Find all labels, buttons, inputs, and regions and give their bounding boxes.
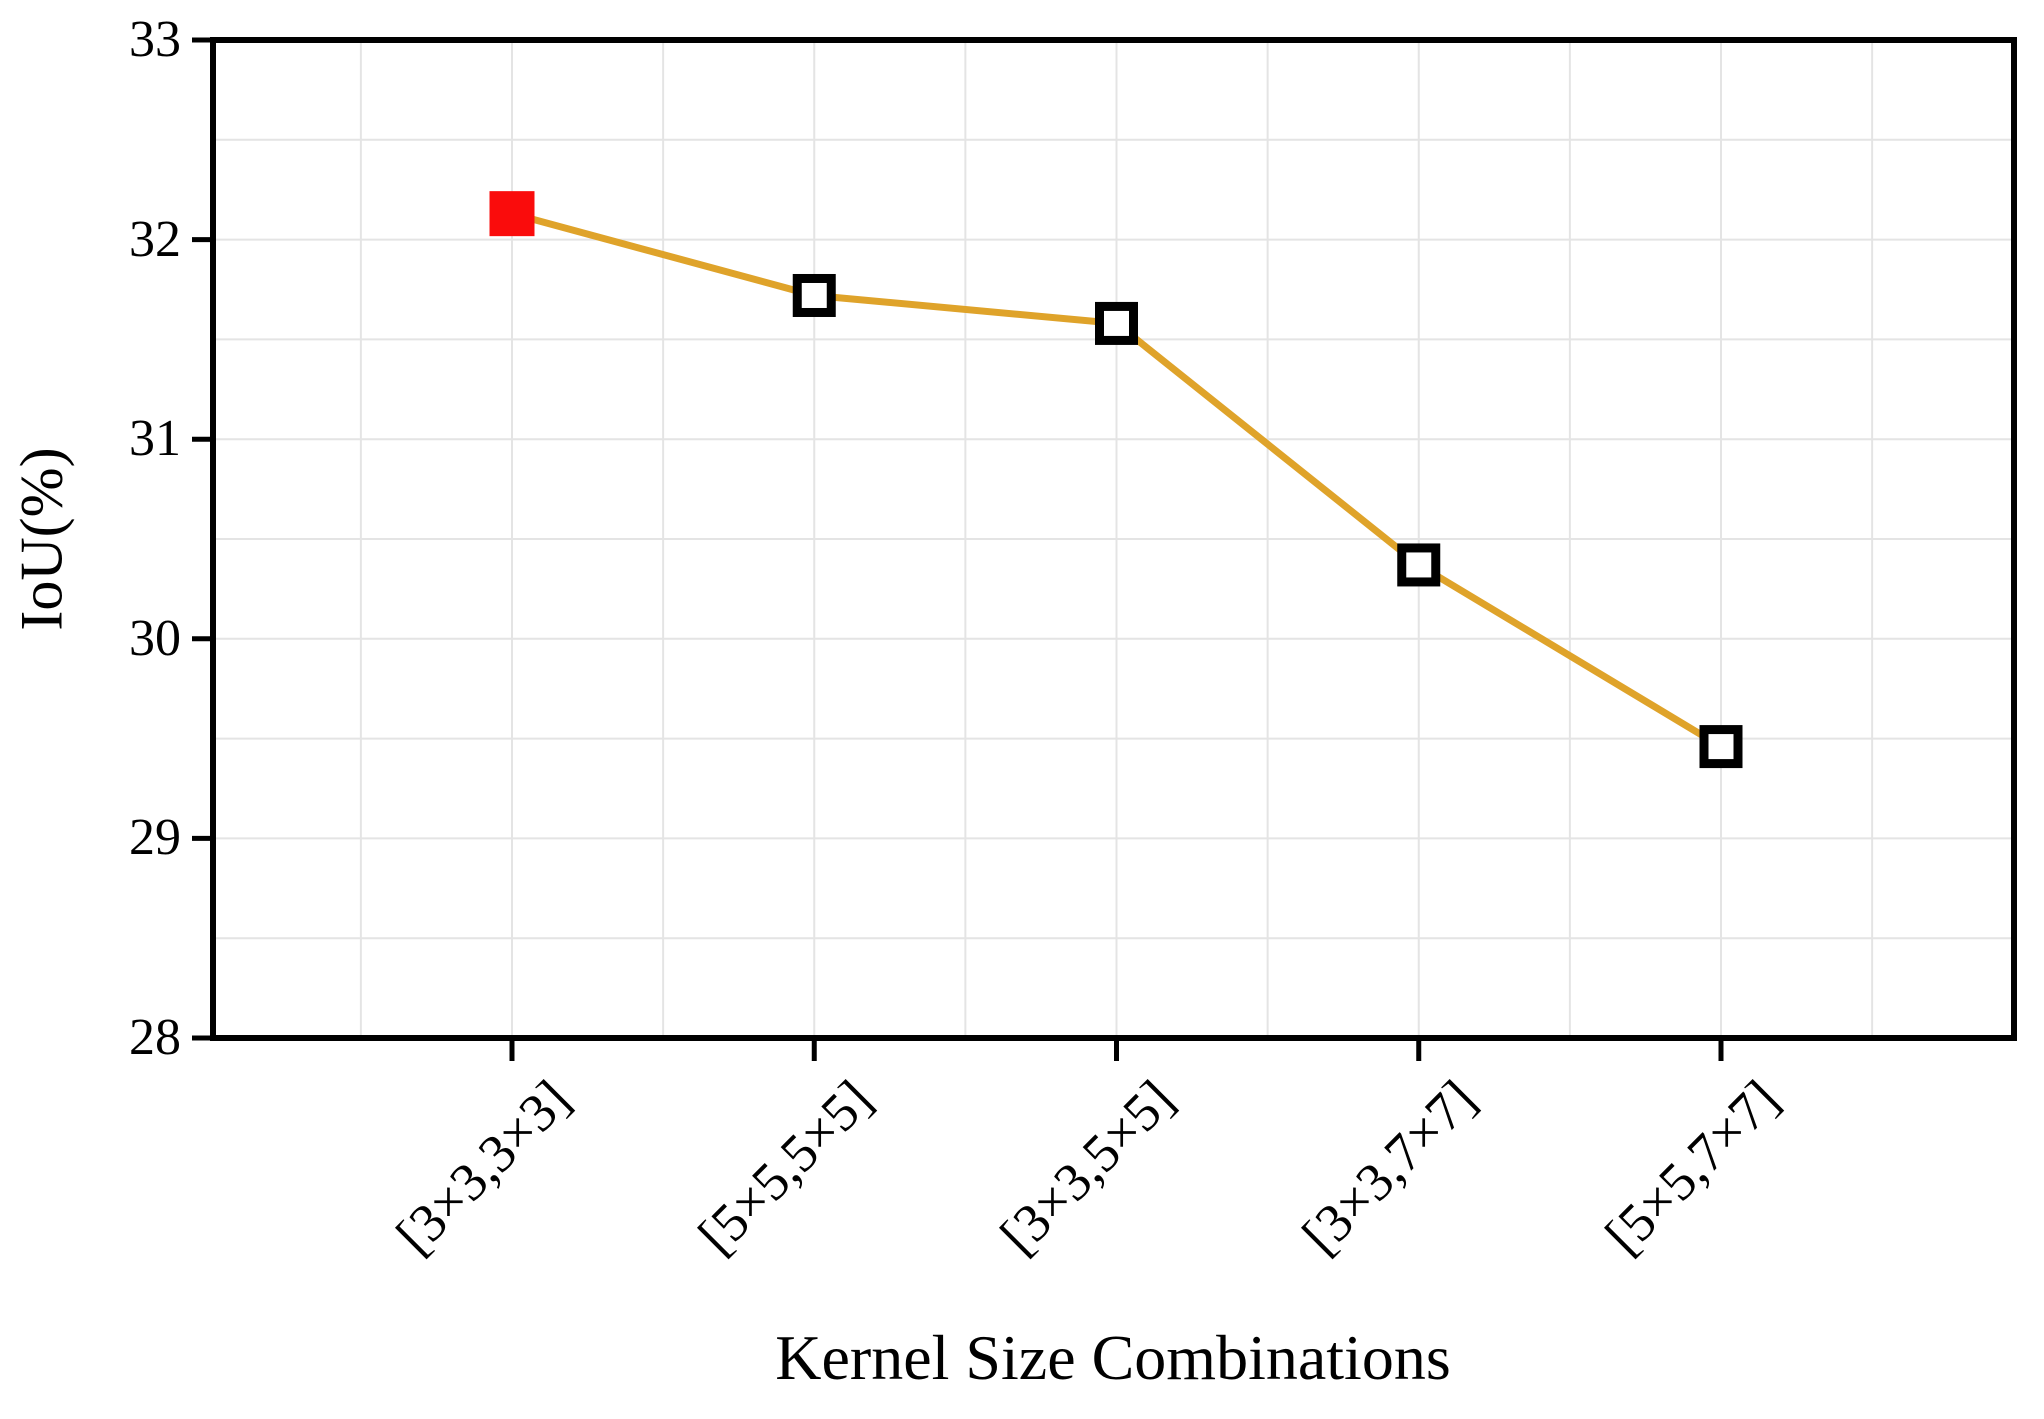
y-tick-label: 29 (129, 809, 181, 867)
data-marker (1397, 543, 1441, 587)
y-tick-label: 28 (129, 1009, 181, 1066)
data-marker-highlighted (489, 191, 535, 237)
data-marker (1095, 301, 1138, 345)
y-tick-label: 33 (129, 11, 181, 68)
y-tick-label: 30 (129, 609, 181, 667)
y-axis-title: IoU(%) (8, 447, 75, 631)
data-marker (1699, 725, 1743, 769)
y-tick-label: 31 (129, 410, 181, 468)
axes-spines (210, 37, 2017, 1041)
y-tick-label: 32 (129, 210, 181, 268)
x-axis-title: Kernel Size Combinations (775, 1322, 1451, 1393)
data-marker (792, 273, 836, 317)
